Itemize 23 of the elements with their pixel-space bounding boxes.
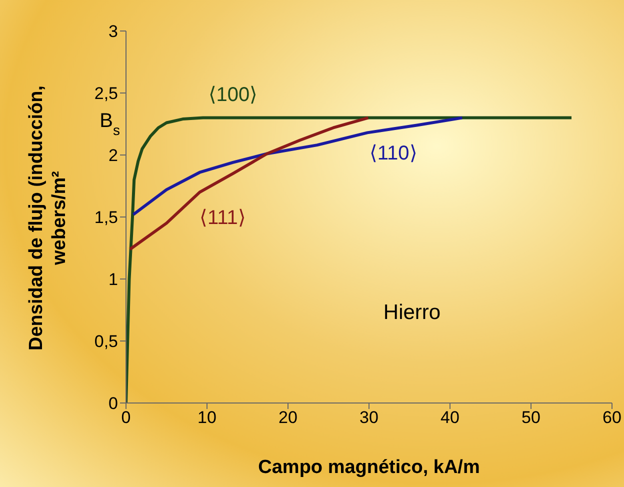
series-label: ⟨110⟩ (369, 142, 418, 165)
annotation: Hierro (383, 301, 441, 324)
line-series (126, 116, 573, 403)
x-tick-label: 10 (198, 408, 216, 428)
x-tick-label: 50 (522, 408, 540, 428)
series-label: ⟨100⟩ (208, 84, 258, 106)
y-tick-label: 2,5 (94, 84, 118, 104)
x-tick-label: 20 (278, 408, 298, 428)
x-axis-title: Campo magnético, kA/m (258, 457, 480, 478)
x-tick-label: 40 (440, 408, 460, 428)
y-axis-title: Densidad de flujo (inducción, webers/m² (25, 86, 71, 350)
y-tick-label: 0 (108, 394, 118, 414)
y-tick-label: 3 (108, 22, 118, 42)
x-tick-label: 0 (121, 408, 131, 428)
series-label: ⟨111⟩ (200, 207, 246, 230)
x-tick-label: 30 (360, 408, 378, 428)
y-tick-label: 1,5 (94, 208, 118, 228)
x-tick-label: 60 (602, 408, 622, 428)
text: B$_{s}$ (100, 110, 120, 138)
y-tick-label: 1 (108, 270, 118, 290)
y-tick-label: 0,5 (94, 332, 118, 352)
line-series (128, 116, 370, 251)
y-tick-label: 2 (108, 146, 118, 166)
